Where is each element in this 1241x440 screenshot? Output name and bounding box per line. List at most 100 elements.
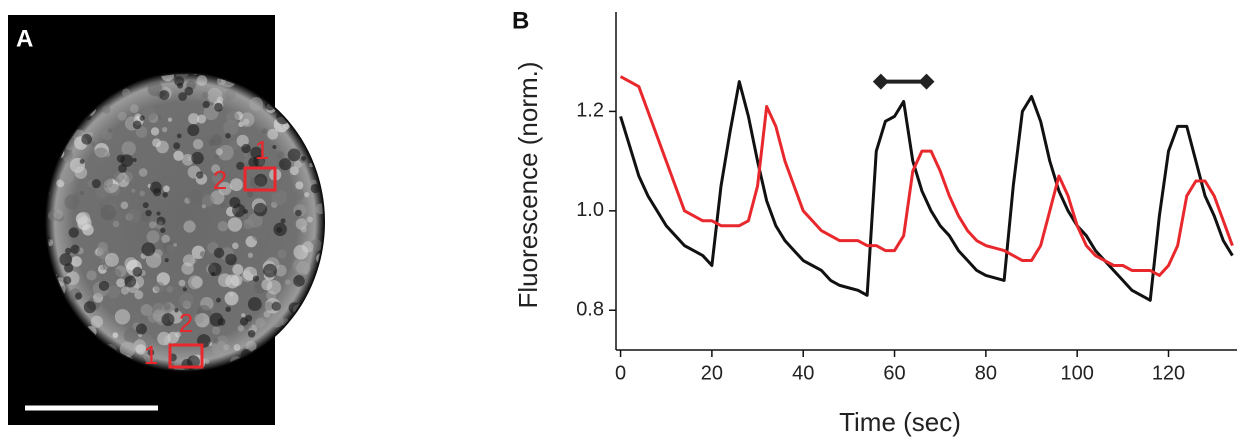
texture-spot (161, 234, 171, 244)
texture-spot (287, 84, 295, 92)
texture-dark (147, 349, 155, 356)
texture-spot (104, 252, 119, 267)
texture-spot (216, 96, 224, 104)
texture-spot (113, 171, 125, 183)
panel-label: A (16, 25, 33, 52)
series-line (619, 80, 1234, 302)
texture-spot (243, 218, 254, 230)
texture-dark (216, 297, 221, 303)
texture-spot (146, 230, 160, 244)
x-tick-label: 80 (975, 362, 997, 384)
texture-dark (152, 188, 162, 197)
texture-spot (276, 151, 285, 159)
texture-spot (129, 104, 139, 113)
roi-label: 1 (255, 135, 269, 165)
texture-dark (83, 301, 96, 314)
texture-spot (308, 94, 322, 108)
texture-dark (301, 155, 306, 161)
texture-dark (253, 202, 268, 217)
texture-spot (249, 267, 257, 275)
texture-spot (212, 326, 221, 335)
texture-dark (236, 161, 245, 170)
texture-dark (282, 87, 288, 93)
texture-dark (70, 244, 80, 254)
texture-spot (179, 292, 194, 308)
x-tick-label: 0 (615, 362, 626, 384)
texture-spot (193, 313, 204, 324)
roi-box (168, 343, 204, 369)
texture-dark (247, 297, 262, 312)
texture-spot (64, 194, 80, 210)
texture-dark (177, 82, 184, 89)
texture-dark (141, 242, 156, 257)
texture-dark (176, 133, 182, 139)
texture-spot (199, 251, 207, 258)
y-axis-title: Fluorescence (norm.) (513, 61, 543, 308)
texture-spot (204, 359, 210, 364)
texture-spot (102, 105, 111, 114)
texture-spot (242, 118, 250, 126)
texture-dark (279, 158, 292, 171)
texture-spot (293, 78, 300, 85)
texture-dark (308, 141, 318, 151)
texture-spot (230, 274, 243, 287)
texture-spot (93, 147, 109, 164)
texture-spot (107, 128, 113, 133)
texture-spot (166, 244, 175, 253)
texture-dark (272, 144, 277, 149)
texture-spot (295, 74, 311, 84)
texture-spot (122, 171, 134, 182)
texture-spot (108, 183, 121, 196)
texture-dark (135, 323, 147, 335)
x-tick-label: 60 (883, 362, 905, 384)
texture-spot (59, 168, 75, 184)
texture-spot (310, 109, 323, 125)
texture-spot (163, 185, 170, 193)
texture-spot (202, 194, 215, 207)
texture-spot (309, 340, 320, 351)
texture-dark (295, 209, 302, 217)
texture-dark (81, 133, 93, 145)
texture-spot (167, 117, 173, 122)
texture-dark (294, 74, 306, 84)
texture-spot (227, 217, 243, 232)
texture-spot (135, 126, 148, 138)
texture-spot (196, 75, 208, 86)
texture-spot (307, 126, 313, 133)
texture-spot (135, 344, 146, 355)
texture-spot (278, 370, 293, 385)
texture-spot (97, 247, 109, 260)
texture-spot (90, 315, 104, 328)
texture-spot (75, 212, 88, 225)
texture-spot (293, 120, 300, 127)
texture-spot (74, 166, 88, 179)
texture-spot (217, 220, 229, 232)
texture-spot (233, 344, 241, 351)
texture-spot (152, 138, 161, 148)
texture-spot (120, 286, 129, 295)
texture-spot (296, 74, 311, 85)
texture-dark (317, 351, 323, 361)
texture-spot (197, 114, 207, 124)
texture-spot (112, 220, 120, 228)
texture-spot (153, 249, 163, 258)
y-tick-label: 0.8 (576, 299, 604, 321)
texture-spot (267, 128, 279, 140)
texture-dark (214, 102, 223, 112)
texture-dark (65, 247, 72, 255)
texture-dark (98, 280, 110, 292)
texture-spot (79, 191, 85, 196)
x-axis-title: Time (sec) (839, 407, 961, 437)
texture-dark (209, 312, 224, 327)
texture-spot (121, 141, 136, 156)
texture-dark (68, 227, 79, 238)
x-tick-label: 120 (1152, 362, 1185, 384)
texture-spot (276, 101, 284, 109)
texture-dark (210, 271, 216, 277)
texture-spot (220, 202, 226, 208)
texture-spot (243, 152, 249, 157)
texture-dark (243, 209, 249, 214)
texture-dark (63, 276, 72, 285)
texture-spot (131, 188, 136, 193)
texture-spot (107, 285, 121, 299)
